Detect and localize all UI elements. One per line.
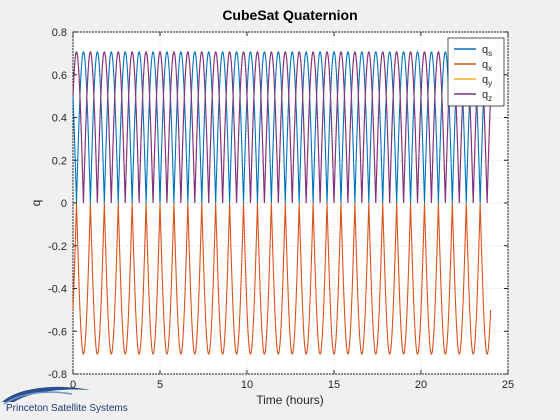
legend-entry-name: q [482,89,488,101]
chart-title: CubeSat Quaternion [222,7,357,23]
legend-entry-subscript: x [488,64,492,73]
y-tick-label: -0.6 [48,326,67,338]
axis-layer: 0 5 10 15 20 25 -0.8 -0.6 -0.4 -0.2 0 0.2 0.4 0.6 0.8 [48,27,514,391]
x-axis-label: Time (hours) [256,393,324,407]
x-tick-label: 0 [70,379,76,391]
y-tick-label: 0.8 [52,27,67,39]
y-tick-label: -0.8 [48,369,67,381]
y-tick-label: 0 [61,198,67,210]
legend-entry-subscript: s [488,49,492,58]
legend-entry-name: q [482,59,488,71]
y-tick-label: -0.2 [48,241,67,253]
legend-entry: qz [482,89,492,103]
x-tick-label: 20 [415,379,427,391]
x-tick-label: 10 [241,379,253,391]
y-tick-label: 0.6 [52,70,67,82]
legend-entry-name: q [482,74,488,86]
legend-entry: qs [482,44,492,58]
x-tick-label: 15 [328,379,340,391]
legend-box [447,37,505,107]
logo-text: Princeton Satellite Systems [6,403,128,414]
y-tick-label: -0.4 [48,284,67,296]
series-line-qx [72,202,492,355]
x-tick-label: 25 [502,379,514,391]
legend-entry: qy [482,74,492,88]
company-logo: Princeton Satellite Systems [2,386,128,414]
y-tick-label: 0.2 [52,155,67,167]
y-axis-label: q [29,200,43,207]
legend-entry-name: q [482,44,488,56]
x-tick-label: 5 [157,379,163,391]
legend-entry: qx [482,59,492,73]
logo-swoosh-accent-icon [3,391,73,405]
series-layer [72,51,492,355]
legend-entry-subscript: z [488,94,492,103]
series-line-qz [72,51,492,204]
y-tick-label: 0.4 [52,113,67,125]
legend-entry-subscript: y [488,79,492,88]
